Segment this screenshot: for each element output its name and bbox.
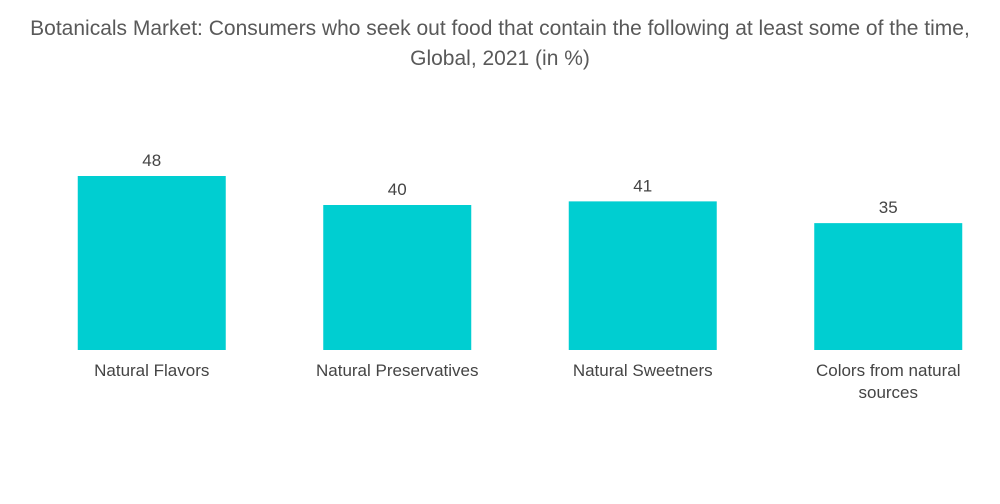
bar-natural-flavors	[77, 176, 226, 350]
bar-value-label: 41	[633, 176, 652, 195]
bar-natural-sweetners	[568, 201, 717, 350]
category-label: Natural Preservatives	[316, 361, 479, 380]
category-label: Colors from natural sources	[816, 361, 961, 402]
category-label: Natural Flavors	[94, 361, 209, 380]
category-label: Natural Sweetners	[573, 361, 713, 380]
bar-value-label: 35	[879, 198, 898, 217]
bar-natural-preservatives	[323, 205, 472, 350]
bar-value-label: 48	[142, 151, 161, 170]
chart-title: Botanicals Market: Consumers who seek ou…	[30, 17, 970, 70]
bar-colors-from-natural-sources	[814, 223, 963, 350]
bar-value-label: 40	[388, 180, 407, 199]
